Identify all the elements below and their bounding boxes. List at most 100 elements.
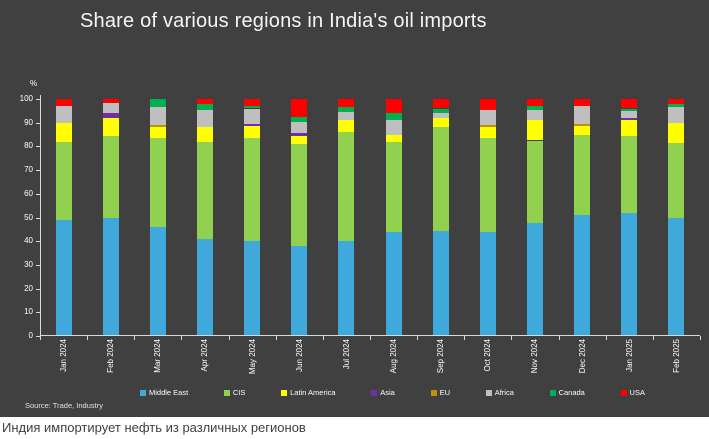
x-tick-label-jul-2024: Jul 2024 bbox=[323, 339, 370, 374]
bar-slot-nov-2024 bbox=[511, 99, 558, 336]
segment-africa bbox=[385, 120, 402, 135]
segment-middle-east bbox=[668, 217, 685, 336]
y-tick-mark-50 bbox=[36, 217, 40, 219]
segment-usa bbox=[668, 99, 685, 104]
y-tick-mark-80 bbox=[36, 146, 40, 148]
y-axis-unit-label: % bbox=[30, 79, 38, 88]
segment-canada bbox=[385, 113, 402, 121]
stacked-bar-dec-2024 bbox=[574, 99, 591, 336]
legend-label-africa: Africa bbox=[494, 388, 514, 397]
x-tick-label-text-jan-2025: Jan 2025 bbox=[624, 339, 634, 372]
legend-item-canada: Canada bbox=[549, 388, 585, 397]
legend-item-asia: Asia bbox=[371, 388, 395, 397]
segment-middle-east bbox=[102, 217, 119, 336]
y-tick-label-90: 90 bbox=[24, 117, 33, 127]
x-tick-label-mar-2024: Mar 2024 bbox=[134, 339, 181, 374]
segment-usa bbox=[385, 99, 402, 114]
segment-middle-east bbox=[621, 212, 638, 336]
y-tick-mark-40 bbox=[36, 241, 40, 243]
segment-latin-america bbox=[526, 120, 543, 141]
y-tick-mark-90 bbox=[36, 122, 40, 124]
segment-canada bbox=[621, 108, 638, 111]
segment-asia bbox=[244, 123, 261, 127]
segment-cis bbox=[149, 138, 166, 227]
bar-slot-jan-2024 bbox=[40, 99, 87, 336]
chart-title: Share of various regions in India's oil … bbox=[80, 10, 487, 32]
x-tick-mark-11 bbox=[558, 336, 560, 340]
segment-africa bbox=[55, 106, 72, 123]
segment-usa bbox=[291, 99, 308, 117]
segment-cis bbox=[291, 144, 308, 246]
bar-slot-aug-2024 bbox=[370, 99, 417, 336]
segment-latin-america bbox=[668, 122, 685, 143]
legend-swatch-cis bbox=[223, 389, 230, 396]
y-tick-label-30: 30 bbox=[24, 259, 33, 269]
x-tick-label-sep-2024: Sep 2024 bbox=[417, 339, 464, 374]
y-tick-mark-10 bbox=[36, 312, 40, 314]
bar-slot-feb-2025 bbox=[653, 99, 700, 336]
legend-swatch-middle-east bbox=[140, 389, 146, 396]
segment-canada bbox=[291, 116, 308, 122]
legend: Middle East CIS Latin America Asia EU Africa C… bbox=[140, 388, 645, 397]
x-tick-label-text-sep-2024: Sep 2024 bbox=[436, 339, 446, 374]
y-tick-mark-60 bbox=[36, 193, 40, 195]
segment-middle-east bbox=[574, 215, 591, 336]
segment-middle-east bbox=[244, 241, 261, 336]
y-tick-label-100: 100 bbox=[19, 94, 33, 103]
segment-cis bbox=[621, 135, 638, 213]
x-tick-label-apr-2024: Apr 2024 bbox=[181, 339, 228, 374]
x-tick-mark-2 bbox=[134, 336, 136, 340]
segment-asia bbox=[291, 133, 308, 136]
x-tick-mark-4 bbox=[228, 336, 230, 340]
segment-cis bbox=[574, 134, 591, 216]
y-tick-mark-20 bbox=[36, 288, 40, 290]
x-tick-label-feb-2025: Feb 2025 bbox=[653, 339, 700, 374]
x-tick-mark-5 bbox=[275, 336, 277, 340]
segment-canada bbox=[526, 106, 543, 110]
segment-usa bbox=[55, 99, 72, 107]
segment-middle-east bbox=[432, 230, 449, 336]
y-tick-mark-70 bbox=[36, 170, 40, 172]
x-tick-label-jan-2024: Jan 2024 bbox=[40, 339, 87, 374]
bar-slot-jan-2025 bbox=[606, 99, 653, 336]
x-tick-mark-12 bbox=[605, 336, 607, 340]
segment-canada bbox=[196, 103, 213, 110]
segment-canada bbox=[149, 99, 166, 108]
x-tick-label-aug-2024: Aug 2024 bbox=[370, 339, 417, 374]
y-axis-line bbox=[40, 95, 41, 336]
bar-slot-jun-2024 bbox=[276, 99, 323, 336]
legend-label-asia: Asia bbox=[380, 388, 395, 397]
bar-slot-apr-2024 bbox=[181, 99, 228, 336]
x-axis-line bbox=[40, 335, 700, 336]
segment-canada bbox=[338, 107, 355, 113]
segment-latin-america bbox=[621, 120, 638, 136]
x-tick-label-text-jun-2024: Jun 2024 bbox=[294, 339, 304, 372]
segment-middle-east bbox=[149, 226, 166, 336]
segment-eu bbox=[149, 125, 166, 128]
caption: Индия импортирует нефть из различных рег… bbox=[2, 420, 306, 435]
segment-latin-america bbox=[385, 134, 402, 142]
x-tick-label-text-dec-2024: Dec 2024 bbox=[577, 339, 587, 374]
x-tick-mark-7 bbox=[370, 336, 371, 340]
legend-item-cis: CIS bbox=[223, 388, 245, 397]
x-tick-mark-9 bbox=[464, 336, 466, 340]
legend-item-latin-america: Latin America bbox=[281, 388, 336, 397]
stacked-bar-jul-2024 bbox=[338, 99, 355, 336]
legend-label-latin-america: Latin America bbox=[290, 388, 336, 397]
x-tick-mark-13 bbox=[652, 336, 654, 340]
x-tick-label-oct-2024: Oct 2024 bbox=[464, 339, 511, 374]
x-tick-label-text-oct-2024: Oct 2024 bbox=[483, 339, 493, 372]
segment-usa bbox=[432, 99, 449, 109]
x-tick-mark-3 bbox=[181, 336, 183, 340]
segment-cis bbox=[338, 132, 355, 242]
stacked-bar-jan-2025 bbox=[621, 99, 638, 336]
x-tick-mark-1 bbox=[87, 336, 89, 340]
x-tick-label-text-mar-2024: Mar 2024 bbox=[153, 339, 163, 373]
segment-africa bbox=[668, 107, 685, 123]
legend-swatch-asia bbox=[371, 389, 378, 396]
segment-latin-america bbox=[574, 126, 591, 135]
segment-latin-america bbox=[432, 117, 449, 128]
segment-latin-america bbox=[338, 120, 355, 133]
legend-label-middle-east: Middle East bbox=[149, 388, 189, 397]
segment-middle-east bbox=[338, 241, 355, 336]
